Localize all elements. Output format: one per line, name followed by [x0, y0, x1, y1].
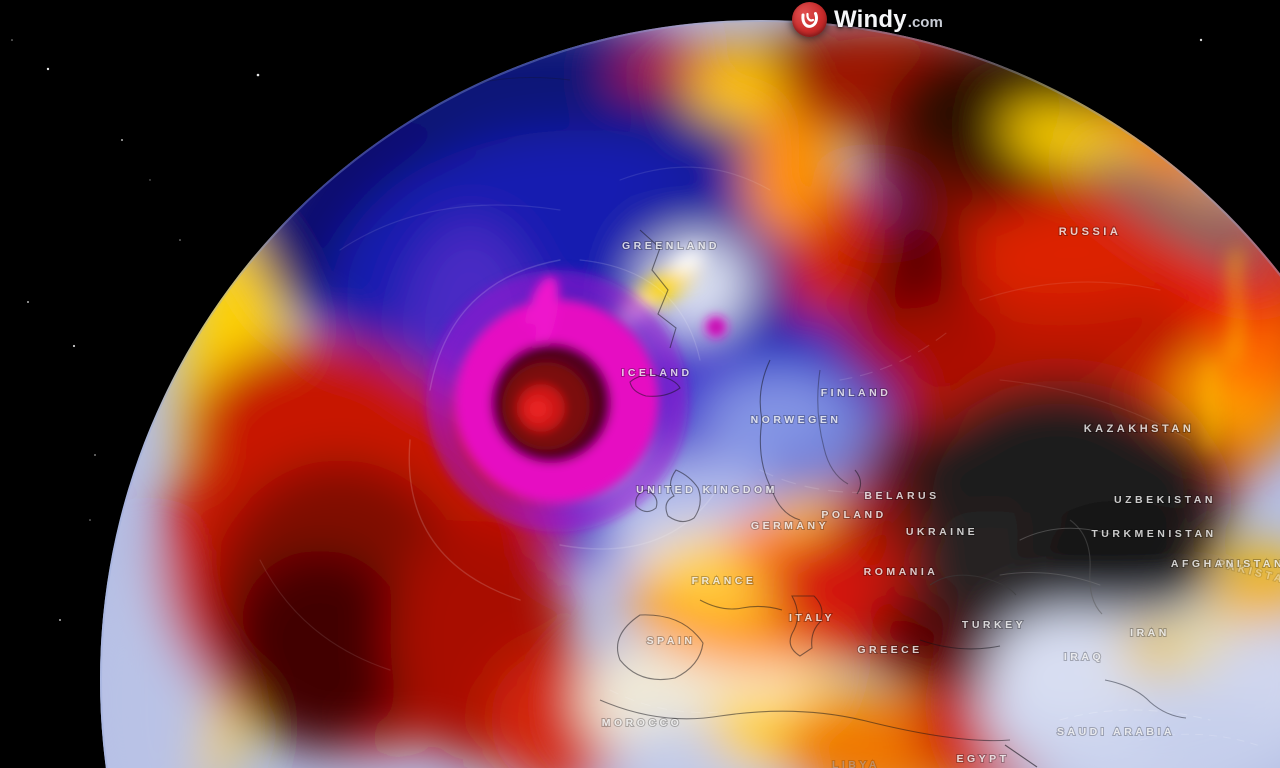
map-label-kazakhstan: KAZAKHSTAN — [1084, 423, 1195, 435]
map-label-greenland: GREENLAND — [622, 240, 720, 252]
windy-logo-text: Windy .com — [834, 6, 943, 34]
map-label-greece: GREECE — [857, 644, 922, 656]
globe-surface[interactable]: GREENLAND ICELAND RUSSIA FINLAND NORWEGEN UNI… — [60, 0, 1280, 768]
map-label-france: FRANCE — [692, 575, 757, 587]
map-label-romania: ROMANIA — [864, 566, 939, 578]
map-label-iraq: IRAQ — [1064, 651, 1104, 663]
map-label-egypt: EGYPT — [956, 753, 1009, 765]
brand-name: Windy — [834, 5, 907, 33]
map-label-united-kingdom: UNITED KINGDOM — [636, 484, 778, 496]
map-label-ukraine: UKRAINE — [906, 526, 978, 538]
cyclone-vortex — [426, 270, 727, 532]
map-label-finland: FINLAND — [821, 387, 892, 399]
country-labels: GREENLAND ICELAND RUSSIA FINLAND NORWEGEN UNI… — [601, 225, 1280, 768]
map-label-afghanistan: AFGHANISTAN — [1171, 558, 1280, 570]
map-label-morocco: MOROCCO — [602, 717, 683, 729]
coastlines — [429, 76, 1187, 768]
map-label-iceland: ICELAND — [621, 367, 692, 379]
map-label-norwegen: NORWEGEN — [751, 414, 842, 426]
map-label-turkey: TURKEY — [962, 619, 1026, 631]
map-label-germany: GERMANY — [751, 520, 829, 532]
map-label-uzbekistan: UZBEKISTAN — [1114, 494, 1216, 506]
windy-swirl-icon — [792, 2, 827, 37]
map-label-belarus: BELARUS — [864, 490, 939, 502]
map-label-turkmenistan: TURKMENISTAN — [1091, 528, 1216, 540]
atmosphere-limb — [100, 20, 1280, 768]
map-label-russia: RUSSIA — [1059, 226, 1122, 238]
map-label-iran: IRAN — [1130, 627, 1170, 639]
map-label-italy: ITALY — [789, 612, 835, 624]
windy-logo[interactable]: Windy .com — [792, 2, 943, 37]
map-label-saudi-arabia: SAUDI ARABIA — [1057, 726, 1175, 738]
stars — [11, 38, 1203, 621]
map-label-libya: LIBYA — [832, 759, 880, 768]
brand-suffix: .com — [907, 13, 943, 31]
map-label-poland: POLAND — [821, 509, 886, 521]
map-label-spain: SPAIN — [647, 635, 696, 647]
wind-streamlines — [259, 166, 1261, 747]
